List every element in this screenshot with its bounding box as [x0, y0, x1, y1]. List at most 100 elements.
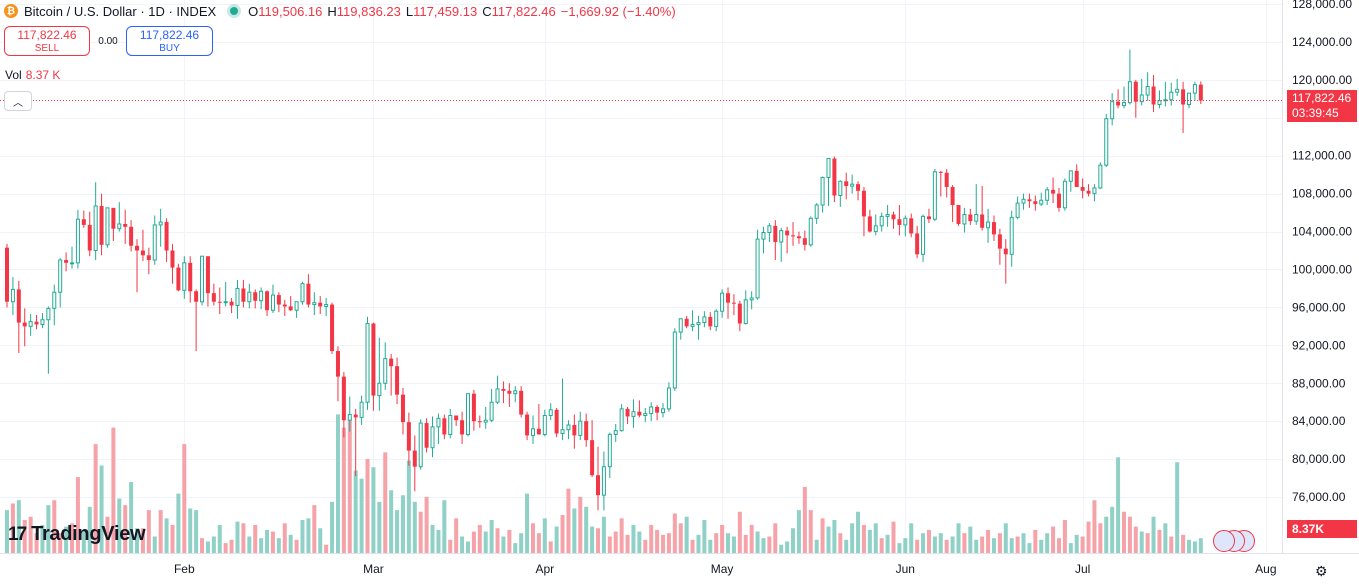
volume-bar	[974, 539, 979, 553]
sell-button[interactable]: 117,822.46 SELL	[4, 26, 90, 56]
volume-bar	[93, 444, 98, 553]
candle-body	[412, 450, 417, 467]
buy-label: BUY	[159, 43, 180, 54]
candle-body	[909, 218, 914, 234]
volume-bar	[802, 487, 807, 553]
candle-body	[554, 409, 559, 434]
candle-body	[75, 218, 80, 264]
candle-body	[158, 221, 163, 226]
volume-bar	[755, 531, 760, 553]
time-tick-label: Apr	[535, 562, 554, 576]
volume-bar	[1192, 541, 1197, 553]
economic-events-icon[interactable]	[1213, 530, 1235, 552]
candle-body	[300, 283, 305, 303]
candle-body	[312, 302, 317, 306]
candle-body	[235, 287, 240, 307]
price-tick-label: 88,000.00	[1292, 376, 1346, 390]
volume-bars	[5, 414, 1203, 553]
volume-bar	[761, 538, 766, 553]
volume-bar	[590, 526, 595, 553]
candle-body	[536, 428, 541, 435]
price-tick-label: 92,000.00	[1292, 338, 1346, 352]
candle-body	[1009, 216, 1014, 255]
volume-bar	[986, 529, 991, 553]
volume-bar	[129, 482, 134, 553]
spread-value: 0.00	[98, 36, 118, 47]
volume-bar	[915, 539, 920, 553]
volume-bar	[631, 524, 636, 553]
candle-body	[525, 414, 530, 436]
volume-bar	[347, 417, 352, 553]
candle-body	[530, 428, 535, 436]
volume-bar	[536, 533, 541, 553]
candle-body	[542, 414, 547, 435]
market-status-icon[interactable]	[230, 7, 239, 15]
candle-body	[897, 219, 902, 225]
volume-bar	[1151, 516, 1156, 553]
volume-bar	[1045, 533, 1050, 553]
volume-bar	[395, 510, 400, 553]
time-axis[interactable]: Feb Mar Apr May Jun Jul Aug	[174, 562, 1277, 576]
candle-body	[442, 418, 447, 435]
candle-body	[276, 295, 281, 305]
chevron-up-icon: ︿	[13, 97, 23, 109]
volume-bar	[566, 488, 571, 553]
volume-bar	[400, 495, 405, 553]
candle-body	[696, 322, 701, 325]
candle-body	[838, 180, 843, 197]
candle-body	[347, 414, 352, 421]
gear-icon[interactable]: ⚙	[1315, 563, 1328, 579]
volume-bar	[625, 534, 630, 553]
candle-body	[16, 289, 21, 323]
volume-bar	[353, 470, 358, 553]
candle-body	[64, 260, 69, 263]
volume-bar	[767, 536, 772, 553]
volume-bar	[1175, 462, 1180, 553]
candle-body	[820, 177, 825, 206]
volume-bar	[324, 544, 329, 553]
volume-legend[interactable]: Vol 8.37 K	[5, 68, 60, 82]
volume-bar	[383, 452, 388, 553]
volume-bar	[1169, 536, 1174, 553]
candle-body	[720, 292, 725, 312]
sell-price: 117,822.46	[17, 28, 77, 42]
volume-bar	[1003, 523, 1008, 553]
price-tick-label: 100,000.00	[1292, 262, 1352, 276]
candle-body	[885, 213, 890, 217]
volume-bar	[649, 524, 654, 553]
volume-bar	[578, 496, 583, 553]
volume-bar	[1198, 538, 1203, 553]
buy-button[interactable]: 117,822.46 BUY	[126, 26, 213, 56]
bar-countdown: 03:39:45	[1292, 106, 1339, 120]
volume-bar	[306, 518, 311, 553]
volume-bar	[601, 516, 606, 553]
candle-body	[590, 440, 595, 476]
volume-bar	[808, 510, 813, 553]
collapse-legend-button[interactable]: ︿	[4, 91, 32, 111]
tradingview-logo[interactable]: 17 TradingView	[8, 523, 146, 546]
candle-body	[182, 262, 187, 291]
candle-body	[170, 250, 175, 268]
bitcoin-icon: ₿	[4, 4, 18, 18]
volume-bar	[530, 523, 535, 553]
candle-body	[926, 216, 931, 220]
volume-bar	[814, 539, 819, 553]
volume-bar	[471, 531, 476, 553]
candle-body	[915, 233, 920, 255]
candle-body	[986, 221, 991, 229]
close-label: C	[482, 3, 492, 19]
candle-body	[619, 408, 624, 432]
volume-bar	[1092, 500, 1097, 553]
candle-body	[52, 291, 57, 309]
candle-body	[1021, 198, 1026, 204]
volume-bar	[5, 510, 9, 553]
volume-bar	[105, 516, 110, 553]
candle-body	[247, 291, 252, 303]
volume-bar	[442, 500, 447, 553]
volume-bar	[1181, 534, 1186, 553]
candle-body	[891, 214, 896, 220]
symbol-title[interactable]: Bitcoin / U.S. Dollar · 1D · INDEX	[24, 3, 217, 19]
price-axis[interactable]: 128,000.00 124,000.00 120,000.00 112,000.00…	[1292, 0, 1352, 504]
volume-bar	[584, 506, 589, 553]
